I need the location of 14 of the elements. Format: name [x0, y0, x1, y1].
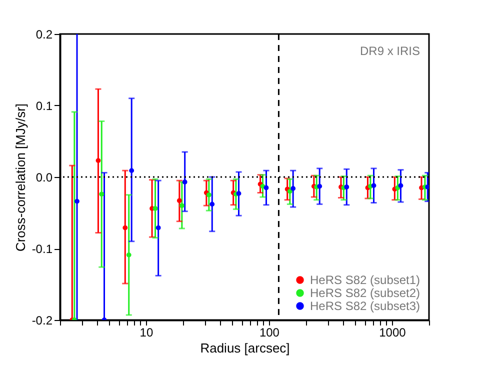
y-tick-label: 0.2	[36, 28, 53, 42]
x-tick-label: 100	[259, 326, 280, 340]
legend-label: HeRS S82 (subset2)	[310, 286, 420, 300]
y-axis-title: Cross-correlation [MJy/sr]	[12, 103, 28, 252]
x-tick-label: 1000	[379, 326, 406, 340]
y-tick-label: -0.1	[32, 242, 53, 256]
y-tick-label: 0.1	[36, 99, 53, 113]
legend-label: HeRS S82 (subset3)	[310, 299, 420, 313]
legend-label: HeRS S82 (subset1)	[310, 273, 420, 287]
y-tick-label: -0.2	[32, 314, 53, 328]
annotation: DR9 x IRIS	[360, 44, 420, 58]
y-tick-label: 0.0	[36, 170, 53, 184]
x-tick-label: 10	[140, 326, 154, 340]
x-axis-title: Radius [arcsec]	[200, 340, 290, 356]
